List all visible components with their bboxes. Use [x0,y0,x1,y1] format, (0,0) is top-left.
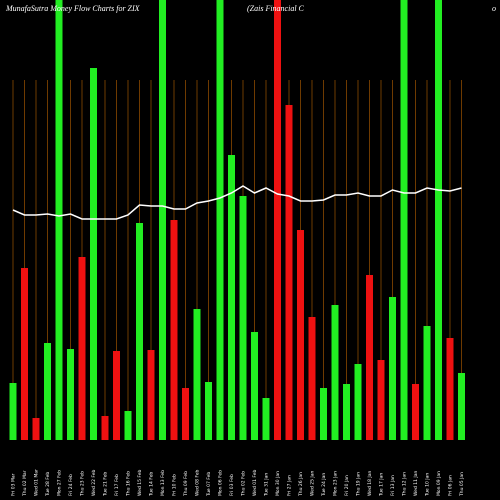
bar [21,268,28,440]
x-tick-label: Tue 28 Feb [45,472,51,497]
x-tick-label: Thu 05 Jan [459,472,465,497]
bar [90,68,97,440]
bar [308,317,316,440]
bar [67,349,74,440]
bar [412,384,419,440]
x-tick-label: Fri 20 Jan [344,475,350,496]
bar [44,343,51,440]
bar [389,297,396,440]
x-tick-label: Tue 24 Jan [321,473,327,497]
bar [55,0,63,440]
bar [446,338,454,440]
x-tick-label: Mon 09 Jan [436,471,442,496]
x-tick-label: Fri 27 Jan [287,475,293,496]
x-tick-label: Wed 01 Feb [252,469,258,496]
x-tick-label: Thu 02 Mar [22,470,28,497]
chart-title-right: o [492,4,496,13]
bar [182,388,189,440]
plot: Fri 03 Mar Thu 02 Mar Wed 01 Mar Tue 28 Feb… [9,0,465,497]
x-tick-label: Mon 06 Feb [218,470,224,496]
x-tick-label: Mon 23 Jan [333,471,339,496]
bar [136,223,143,440]
bar [147,350,155,440]
bar [193,309,201,440]
bar [366,275,373,440]
x-tick-label: Fri 13 Jan [390,475,396,496]
x-tick-label: Thu 02 Feb [241,471,247,497]
bar [205,382,212,440]
x-tick-label: Tue 14 Feb [149,472,155,497]
x-tick-label: Wed 22 Feb [91,469,97,496]
bar [285,105,293,440]
x-tick-label: Tue 31 Jan [264,473,270,497]
x-tick-label: Tue 17 Jan [379,473,385,497]
bar [228,155,235,440]
x-tick-label: Fri 24 Feb [68,474,74,496]
bar [101,416,109,440]
bar [423,326,431,440]
bar [113,351,120,440]
x-tick-label: Fri 10 Feb [172,474,178,496]
chart-subtitle: (Zais Financial C [247,4,305,13]
x-tick-label: Mon 13 Feb [160,470,166,496]
bar [170,220,178,440]
bar [216,0,224,440]
bar [274,0,281,440]
x-tick-label: Tue 10 Jan [425,473,431,497]
x-tick-label: Thu 09 Feb [183,471,189,497]
bar [78,257,86,440]
bar [297,230,304,440]
bar [262,398,270,440]
x-tick-label: Wed 01 Mar [34,469,40,496]
money-flow-line [12,185,462,220]
x-tick-label: Tue 07 Feb [206,472,212,497]
x-tick-label: Wed 15 Feb [137,469,143,496]
x-tick-label: Thu 16 Feb [126,471,132,497]
x-tick-label: Thu 12 Jan [402,472,408,497]
x-tick-label: Mon 30 Jan [275,471,281,496]
x-tick-label: Fri 17 Feb [114,474,120,496]
bar [400,0,408,440]
bar [251,332,258,440]
x-tick-label: Fri 03 Mar [11,473,17,496]
bar [377,360,385,440]
bar [32,418,40,440]
bar [9,383,17,440]
bar [458,373,465,440]
bar [354,364,362,440]
bar [435,0,442,440]
x-tick-label: Mon 27 Feb [57,470,63,496]
x-tick-label: Fri 06 Jan [448,475,454,496]
x-tick-label: Wed 18 Jan [367,471,373,496]
bar [239,196,247,440]
x-tick-label: Wed 25 Jan [310,471,316,496]
bar [159,0,166,440]
x-tick-label: Wed 08 Feb [195,469,201,496]
bar [331,305,339,440]
bar [124,411,132,440]
x-tick-label: Thu 26 Jan [298,472,304,497]
bar [343,384,350,440]
chart-title: MunafaSutra Money Flow Charts for ZIX [5,4,141,13]
x-tick-label: Fri 03 Feb [229,474,235,496]
x-tick-label: Thu 23 Feb [80,471,86,497]
bar [320,388,327,440]
x-tick-label: Wed 11 Jan [413,471,419,496]
x-tick-label: Thu 19 Jan [356,472,362,497]
x-tick-label: Tue 21 Feb [103,472,109,497]
